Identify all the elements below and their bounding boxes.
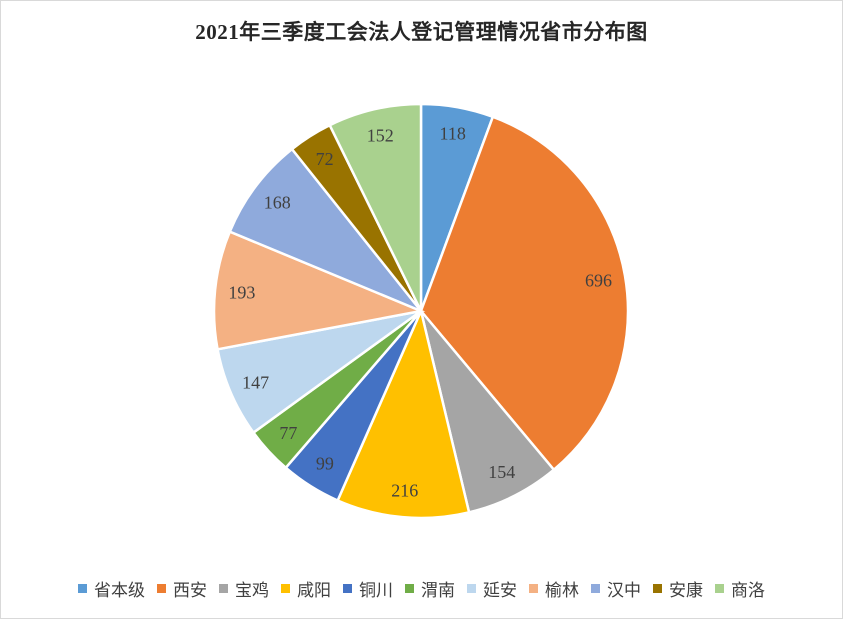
legend-swatch [467,584,476,593]
pie-slice-4 [335,307,471,520]
legend-swatch [405,584,414,593]
legend-item-9: 汉中 [591,576,641,601]
legend-swatch [78,584,87,593]
legend-label: 省本级 [94,581,145,601]
legend-item-2: 西安 [157,576,207,601]
legend-label: 铜川 [359,581,393,601]
legend-item-10: 安康 [653,576,703,601]
legend-label: 西安 [173,581,207,601]
legend-label: 安康 [669,581,703,601]
data-label-1: 118 [440,124,466,144]
legend-item-8: 榆林 [529,576,579,601]
data-label-10: 72 [316,149,334,169]
legend-item-6: 渭南 [405,576,455,601]
legend-swatch [157,584,166,593]
data-label-6: 77 [279,423,297,443]
legend-swatch [591,584,600,593]
chart-title: 2021年三季度工会法人登记管理情况省市分布图 [195,20,648,44]
legend-swatch [343,584,352,593]
legend-item-4: 咸阳 [281,576,331,601]
legend-label: 渭南 [421,581,455,601]
data-label-7: 147 [242,372,269,392]
legend-label: 商洛 [731,581,765,601]
data-label-9: 168 [264,193,291,213]
legend-swatch [715,584,724,593]
legend-swatch [281,584,290,593]
data-label-8: 193 [228,282,255,302]
pie-slice-9 [228,147,422,313]
legend: 省本级 西安 宝鸡 咸阳 铜川 渭南 延安 榆林 汉中 安康 商洛 [0,576,843,601]
legend-item-11: 商洛 [715,576,765,601]
legend-swatch [219,584,228,593]
legend-item-7: 延安 [467,576,517,601]
legend-item-1: 省本级 [78,576,145,601]
legend-label: 延安 [483,581,517,601]
pie-slice-11 [328,102,423,312]
legend-label: 宝鸡 [235,581,269,601]
data-label-3: 154 [488,462,515,482]
data-label-11: 152 [367,126,394,146]
legend-swatch [653,584,662,593]
legend-swatch [529,584,538,593]
pie-slice-2 [419,115,630,472]
legend-item-5: 铜川 [343,576,393,601]
data-label-5: 99 [316,453,334,473]
data-label-4: 216 [391,480,418,500]
pie-slice-8 [212,230,426,351]
legend-label: 咸阳 [297,581,331,601]
data-label-2: 696 [585,270,612,290]
legend-item-3: 宝鸡 [219,576,269,601]
legend-label: 榆林 [545,581,579,601]
legend-label: 汉中 [607,581,641,601]
